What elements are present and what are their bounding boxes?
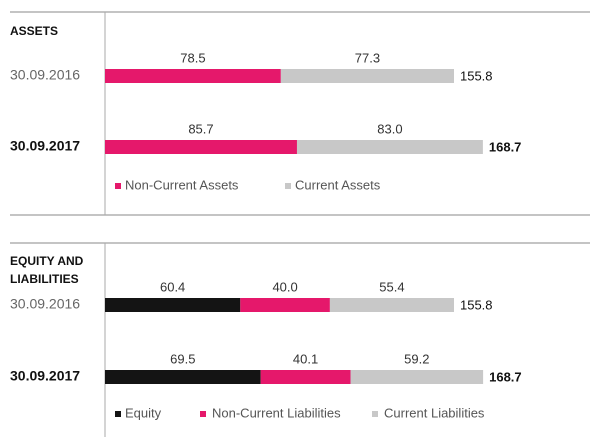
bar-segment [240,298,330,312]
total-label: 168.7 [489,369,522,384]
title-box: ASSETS [10,24,59,38]
category-label: 30.09.2016 [10,296,80,312]
total-label: 155.8 [460,297,493,312]
category-label: 30.09.2017 [10,138,80,154]
bar-segment [280,69,454,83]
legend-label: Current Assets [295,177,381,192]
total-label: 155.8 [460,68,493,83]
total-label: 168.7 [489,139,522,154]
legend-label: Non-Current Liabilities [212,405,341,420]
value-label: 60.4 [160,279,185,294]
bar-segment [260,370,351,384]
legend-swatch [372,411,378,417]
value-label: 77.3 [355,50,380,65]
value-label: 85.7 [188,121,213,136]
value-label: 40.0 [272,279,297,294]
bar-segment [105,370,261,384]
chart-title: EQUITY AND LIABILITIES [10,254,84,286]
chart-title: ASSETS [10,24,59,38]
bar-segment [350,370,484,384]
value-label: 69.5 [170,351,195,366]
bar-segment [105,140,297,154]
bar-segment [105,298,241,312]
legend-swatch [200,411,206,417]
legend-swatch [115,183,121,189]
bar-segment [329,298,454,312]
value-label: 83.0 [377,121,402,136]
legend-swatch [285,183,291,189]
legend-label: Current Liabilities [384,405,485,420]
legend-swatch [115,411,121,417]
value-label: 59.2 [404,351,429,366]
legend-label: Equity [125,405,162,420]
title-box: EQUITY AND LIABILITIES [10,254,84,286]
category-label: 30.09.2017 [10,368,80,384]
bar-segment [105,69,281,83]
value-label: 55.4 [379,279,404,294]
legend-label: Non-Current Assets [125,177,239,192]
bar-segment [296,140,483,154]
category-label: 30.09.2016 [10,67,80,83]
value-label: 40.1 [293,351,318,366]
value-label: 78.5 [180,50,205,65]
